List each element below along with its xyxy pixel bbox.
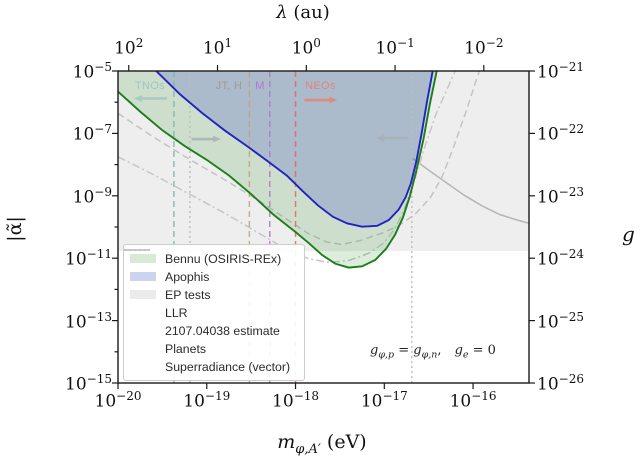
annotation-part: g	[370, 343, 379, 358]
physics-annotation: gφ,p = gφ,n, ge = 0	[370, 343, 496, 361]
y-right-tick-label: 10−24	[537, 247, 584, 270]
y-left-tick-label: 10−13	[65, 309, 112, 333]
curve-bennu-osiris-rex-	[118, 71, 438, 269]
curve-planets	[118, 71, 456, 264]
legend-item-3: LLR	[124, 249, 296, 321]
legend-patch-swatch	[130, 290, 156, 300]
annotation-part: ,	[437, 343, 442, 358]
species-label-m: M	[255, 80, 265, 92]
x-tick-label: 10−16	[449, 389, 497, 412]
legend-patch-swatch	[130, 272, 156, 282]
legend-item-1: Apophis	[130, 268, 296, 285]
legend-item-0: Bennu (OSIRIS-REx)	[130, 250, 296, 267]
y-right-title: g	[622, 222, 635, 246]
y-left-tick-label: 10−11	[65, 247, 112, 270]
legend-color-patch	[130, 290, 156, 300]
legend-item-5: Planets	[124, 249, 296, 358]
y-left-tick-label: 10−15	[65, 372, 112, 395]
legend-item-label: Bennu (OSIRIS-REx)	[165, 251, 282, 266]
legend-item-2: EP tests	[130, 286, 296, 303]
legend: Bennu (OSIRIS-REx) Apophis EP tests LLR 2107…	[123, 244, 305, 381]
y-right-tick-label: 10−26	[537, 372, 584, 395]
curve-llr	[412, 157, 529, 225]
legend-item-label: 2107.04038 estimate	[165, 324, 280, 339]
curve-apophis	[155, 71, 434, 228]
m-unit: (eV)	[320, 431, 367, 453]
legend-item-label: LLR	[165, 305, 188, 320]
neos-arrow-head	[329, 96, 338, 104]
x-tick-label: 10−20	[94, 389, 142, 412]
y-left-tick-label: 10−7	[72, 122, 112, 146]
lambda-unit: (au)	[287, 2, 330, 23]
superradiance-right-arrow-head	[212, 135, 221, 143]
x-top-tick-label: 10−2	[464, 36, 504, 59]
species-label-neos: NEOs	[305, 80, 336, 92]
y-right-tick-label: 10−21	[537, 60, 584, 83]
curve-2107-04038-estimate	[118, 71, 481, 246]
legend-item-label: Planets	[165, 342, 207, 357]
x-tick-label: 10−19	[183, 389, 231, 412]
y-left-tick-label: 10−5	[72, 60, 112, 83]
legend-item-6: Superradiance (vector)	[124, 249, 296, 376]
y-right-tick-label: 10−25	[537, 309, 584, 333]
annotation-part: = 0	[468, 343, 496, 358]
legend-color-patch	[130, 272, 156, 282]
top-axis-title: λ (au)	[276, 2, 330, 23]
annotation-part: e	[462, 349, 469, 361]
x-top-tick-label: 101	[202, 36, 233, 59]
x-top-tick-label: 102	[114, 36, 144, 59]
lambda-symbol: λ	[276, 2, 288, 23]
species-label-tnos: TNOs	[134, 80, 165, 92]
annotation-part: φ,p	[378, 349, 395, 361]
x-tick-label: 10−17	[360, 389, 408, 412]
x-tick-label: 10−18	[272, 389, 320, 412]
m-symbol: m	[277, 431, 296, 453]
y-left-tick-label: 10−9	[72, 184, 112, 208]
x-top-tick-label: 100	[291, 36, 321, 59]
legend-item-4: 2107.04038 estimate	[124, 249, 296, 340]
legend-color-patch	[130, 254, 156, 263]
legend-item-label: EP tests	[165, 287, 211, 302]
x-top-tick-label: 10−1	[375, 36, 415, 59]
annotation-part: φ,n	[421, 349, 438, 361]
annotation-part: g	[413, 343, 422, 358]
annotation-part: =	[394, 343, 414, 358]
species-label-jt-h: JT, H	[215, 80, 243, 92]
legend-item-label: Apophis	[165, 269, 210, 284]
tnos-arrow-head	[133, 95, 142, 102]
y-right-tick-label: 10−22	[537, 122, 584, 146]
superradiance-left-arrow-head	[376, 134, 385, 142]
fill-apophis	[156, 71, 433, 227]
legend-item-label: Superradiance (vector)	[165, 360, 291, 375]
y-right-tick-label: 10−23	[537, 184, 584, 208]
annotation-part: g	[454, 343, 463, 358]
x-axis-title: mφ,A′ (eV)	[277, 431, 366, 457]
annotation-part	[442, 343, 455, 358]
y-left-title: |α̃|	[3, 216, 26, 242]
legend-patch-swatch	[130, 254, 156, 263]
m-subscript: φ,A′	[295, 441, 321, 457]
